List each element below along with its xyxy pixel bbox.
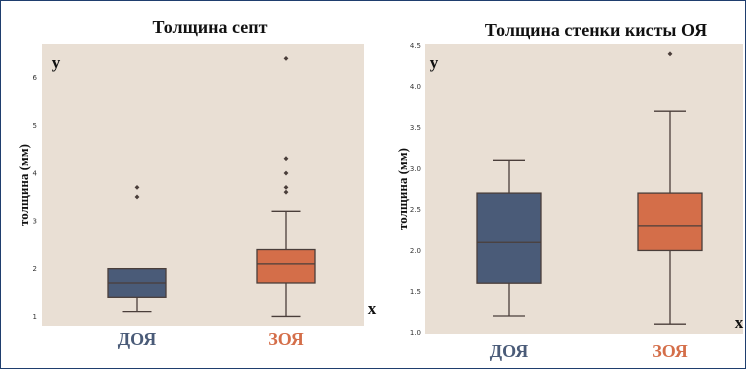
chart-title: Толщина септ — [153, 17, 268, 37]
y-tick-label: 2 — [33, 265, 37, 273]
category-label: ЗОЯ — [652, 341, 688, 361]
iqr-box — [256, 248, 316, 284]
outlier-point — [283, 55, 289, 61]
plot-area — [425, 44, 743, 334]
y-tick-label: 1.0 — [410, 329, 421, 337]
y-tick-label: 4.0 — [410, 83, 421, 91]
x-axis-letter: x — [368, 299, 377, 318]
outlier-point — [134, 194, 140, 200]
outlier-point — [283, 184, 289, 190]
box-ДОЯ — [476, 159, 542, 317]
category-label: ДОЯ — [118, 329, 157, 349]
category-label: ЗОЯ — [268, 329, 304, 349]
chart-panel-1: Толщина септ толщина (мм) 1 2 3 4 5 6 y x ДОЯ ЗОЯ — [16, 17, 377, 349]
y-axis-letter: y — [52, 53, 61, 72]
outlier-point — [667, 51, 673, 57]
y-tick-label: 4 — [33, 170, 38, 178]
outlier-point — [283, 170, 289, 176]
outlier-point — [134, 184, 140, 190]
y-axis-letter: y — [430, 53, 439, 72]
iqr-box — [637, 192, 703, 252]
y-tick-label: 3 — [33, 217, 37, 225]
iqr-box — [476, 192, 542, 284]
y-axis-label: толщина (мм) — [395, 148, 410, 230]
outlier-point — [283, 189, 289, 195]
box-ЗОЯ — [256, 55, 316, 318]
y-tick-label: 1.5 — [410, 288, 421, 296]
chart-panel-2: Толщина стенки кисты ОЯ толщина (мм) 1.0 1.… — [395, 20, 744, 361]
plot-area — [42, 44, 364, 326]
chart-title: Толщина стенки кисты ОЯ — [485, 20, 707, 40]
outlier-point — [283, 156, 289, 162]
x-axis-letter: x — [735, 313, 744, 332]
y-tick-label: 3.0 — [410, 165, 421, 173]
category-label: ДОЯ — [490, 341, 529, 361]
y-tick-label: 6 — [33, 74, 38, 82]
y-axis-label: толщина (мм) — [16, 144, 31, 226]
y-tick-label: 4.5 — [410, 42, 421, 50]
y-tick-label: 1 — [33, 313, 37, 321]
box-ЗОЯ — [637, 51, 703, 325]
box-ДОЯ — [107, 184, 167, 313]
y-tick-label: 2.0 — [410, 247, 421, 255]
y-tick-label: 5 — [33, 122, 37, 130]
y-tick-label: 3.5 — [410, 124, 421, 132]
y-tick-label: 2.5 — [410, 206, 421, 214]
